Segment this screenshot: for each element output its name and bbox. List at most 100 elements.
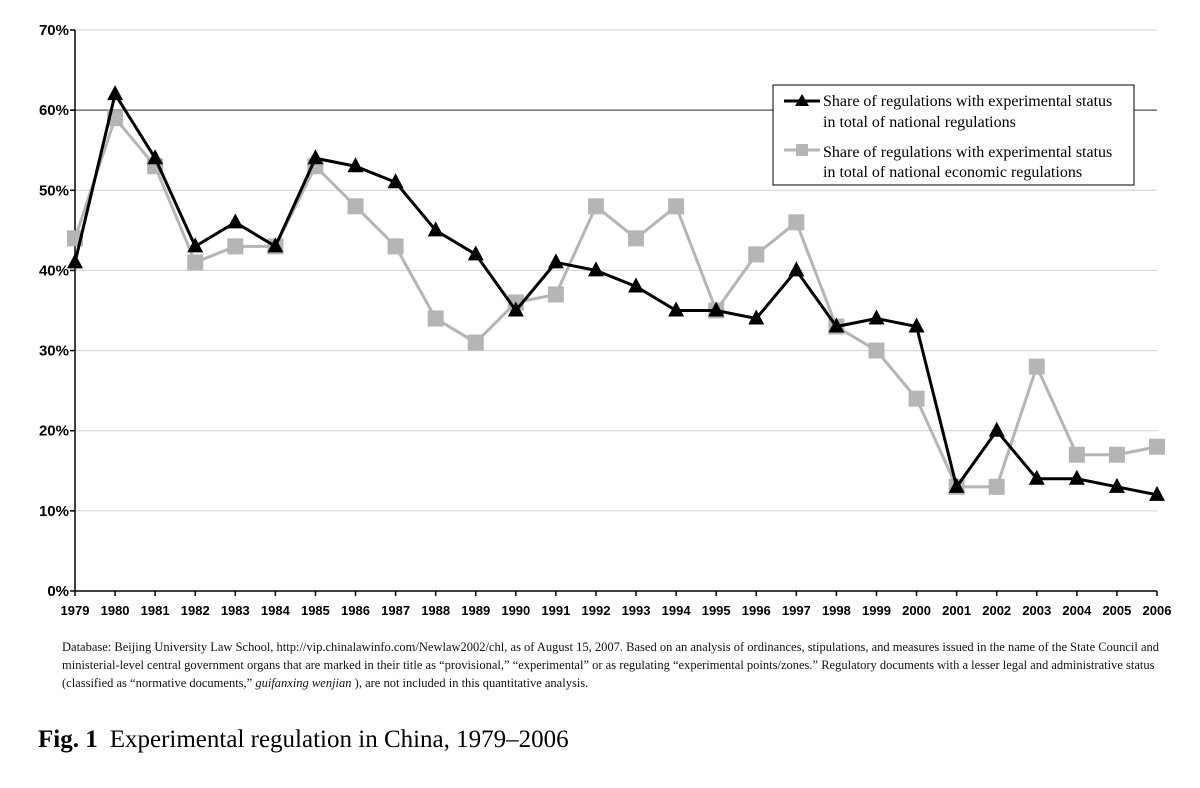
triangle-data-point <box>948 477 965 493</box>
x-tick-label: 1986 <box>341 603 370 618</box>
triangle-data-point <box>187 237 204 253</box>
x-tick-label: 1997 <box>782 603 811 618</box>
legend-label-national-line2: in total of national regulations <box>823 114 1016 131</box>
square-data-point <box>347 198 364 215</box>
triangle-data-point <box>467 245 484 261</box>
x-tick-label: 1996 <box>742 603 771 618</box>
x-tick-label: 1980 <box>101 603 130 618</box>
legend-entry-national: Share of regulations with experimental s… <box>784 93 1112 131</box>
triangle-data-point <box>988 421 1005 437</box>
note-text-before: Database: Beijing University Law School,… <box>62 640 1160 690</box>
x-tick-label: 1990 <box>501 603 530 618</box>
x-tick-label: 1999 <box>862 603 891 618</box>
figure-caption: Fig. 1 Experimental regulation in China, … <box>38 726 569 754</box>
square-data-point <box>547 286 564 303</box>
triangle-data-point <box>708 301 725 317</box>
triangle-data-point <box>1108 477 1125 493</box>
legend-box <box>772 84 1135 186</box>
x-tick-label: 2003 <box>1022 603 1051 618</box>
legend-triangle-marker <box>795 94 809 106</box>
series-line <box>73 90 1158 497</box>
legend-label-economic-line2: in total of national economic regulation… <box>823 164 1082 181</box>
legend-label-economic-line1: Share of regulations with experimental s… <box>823 144 1112 161</box>
series-line <box>73 115 1158 489</box>
square-data-point <box>988 478 1005 495</box>
x-tick-label: 1993 <box>622 603 651 618</box>
square-data-point <box>387 238 404 255</box>
triangle-data-point <box>908 317 925 333</box>
line-chart: 0% 10% 20% 30% 40% 50% 60% 70% 1979 1980 1981 1982… <box>39 22 1172 618</box>
y-axis-ticks: 0% 10% 20% 30% 40% 50% 60% 70% <box>39 22 75 600</box>
triangle-data-point <box>267 237 284 253</box>
square-data-point <box>467 334 484 351</box>
legend-label-national-line1: Share of regulations with experimental s… <box>823 93 1112 110</box>
triangle-data-point <box>1028 469 1045 485</box>
triangle-data-point <box>1149 485 1165 501</box>
legend-entry-economic: Share of regulations with experimental s… <box>784 144 1112 181</box>
square-data-point <box>1068 446 1085 463</box>
triangle-data-point <box>147 149 164 165</box>
square-data-point <box>427 310 444 327</box>
y-tick-label: 50% <box>39 182 69 199</box>
x-tick-label: 1987 <box>381 603 410 618</box>
x-tick-label: 1991 <box>541 603 570 618</box>
x-tick-label: 1982 <box>181 603 210 618</box>
x-tick-label: 1994 <box>662 603 692 618</box>
axes <box>74 30 1157 592</box>
y-tick-label: 70% <box>39 22 69 39</box>
x-tick-label: 2005 <box>1102 603 1131 618</box>
series-national <box>67 85 1165 501</box>
y-tick-label: 60% <box>39 102 69 119</box>
note-text-after: ), are not included in this quantitative… <box>354 676 589 690</box>
series-layer <box>67 85 1165 501</box>
square-data-point <box>1149 438 1165 455</box>
square-data-point <box>1028 358 1045 375</box>
x-tick-label: 1989 <box>461 603 490 618</box>
square-data-point <box>587 198 604 215</box>
y-tick-label: 30% <box>39 343 69 360</box>
x-tick-label: 1983 <box>221 603 250 618</box>
y-tick-label: 0% <box>47 583 69 600</box>
triangle-data-point <box>387 173 404 189</box>
x-tick-label: 2001 <box>942 603 971 618</box>
triangle-data-point <box>868 309 885 325</box>
triangle-data-point <box>107 85 124 101</box>
x-tick-label: 2002 <box>982 603 1011 618</box>
x-tick-label: 1985 <box>301 603 330 618</box>
triangle-data-point <box>427 221 444 237</box>
triangle-data-point <box>547 253 564 269</box>
x-tick-label: 1992 <box>582 603 611 618</box>
note-italic-term: guifanxing wenjian <box>255 676 352 690</box>
data-source-note: Database: Beijing University Law School,… <box>62 638 1172 692</box>
x-axis-ticks: 1979 1980 1981 1982 1983 1984 1985 1986 1987 1988… <box>61 591 1172 618</box>
square-data-point <box>1108 446 1125 463</box>
triangle-data-point <box>587 261 604 277</box>
x-tick-label: 1988 <box>421 603 450 618</box>
triangle-data-point <box>628 277 645 293</box>
triangle-data-point <box>347 157 364 173</box>
square-data-point <box>628 230 645 247</box>
x-tick-label: 1979 <box>61 603 90 618</box>
x-tick-label: 2006 <box>1143 603 1172 618</box>
square-data-point <box>668 198 685 215</box>
square-data-point <box>868 342 885 359</box>
square-data-point <box>908 390 925 407</box>
triangle-data-point <box>828 317 845 333</box>
gridlines <box>75 29 1157 512</box>
triangle-data-point <box>748 309 765 325</box>
legend: Share of regulations with experimental s… <box>772 84 1135 186</box>
square-data-point <box>227 238 244 255</box>
square-data-point <box>748 246 765 263</box>
y-tick-label: 10% <box>39 503 69 520</box>
x-tick-label: 1984 <box>261 603 291 618</box>
x-tick-label: 2000 <box>902 603 931 618</box>
figure-title: Experimental regulation in China, 1979–2… <box>109 726 569 753</box>
triangle-data-point <box>67 253 83 269</box>
figure-label: Fig. 1 <box>38 726 98 753</box>
square-data-point <box>788 214 805 231</box>
triangle-data-point <box>1068 469 1085 485</box>
x-tick-label: 1995 <box>702 603 731 618</box>
x-tick-label: 1998 <box>822 603 851 618</box>
triangle-data-point <box>227 213 244 229</box>
triangle-data-point <box>668 301 685 317</box>
